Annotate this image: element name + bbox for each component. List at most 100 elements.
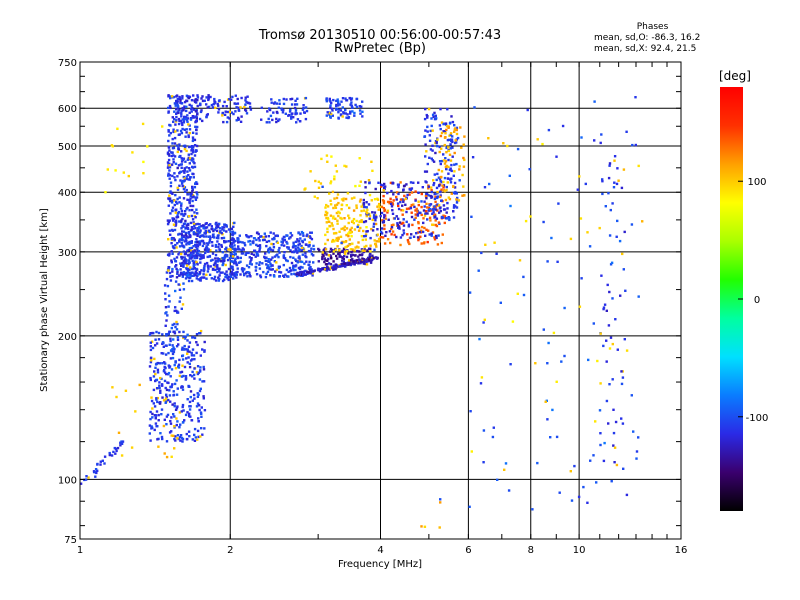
data-point bbox=[311, 272, 314, 275]
data-point bbox=[429, 209, 432, 212]
data-point bbox=[431, 113, 435, 116]
data-point bbox=[378, 205, 382, 209]
data-point bbox=[180, 115, 183, 118]
data-point bbox=[111, 386, 114, 389]
data-point bbox=[586, 231, 589, 234]
y-tick-label: 300 bbox=[58, 248, 77, 259]
data-point bbox=[160, 435, 164, 439]
data-point bbox=[341, 264, 345, 268]
data-point bbox=[183, 128, 186, 131]
data-point bbox=[184, 277, 188, 280]
data-point bbox=[453, 130, 456, 133]
data-point bbox=[187, 273, 190, 277]
data-point bbox=[159, 376, 162, 380]
data-point bbox=[182, 109, 185, 112]
data-point bbox=[181, 264, 185, 267]
data-point bbox=[156, 396, 159, 400]
data-point bbox=[188, 408, 192, 411]
data-point bbox=[182, 197, 186, 200]
data-point bbox=[383, 213, 386, 217]
data-point bbox=[171, 199, 174, 203]
data-point bbox=[209, 223, 212, 226]
data-point bbox=[592, 322, 595, 325]
data-point bbox=[224, 110, 227, 113]
data-point bbox=[605, 339, 608, 342]
data-point bbox=[331, 109, 334, 112]
data-point bbox=[172, 154, 175, 157]
data-point bbox=[171, 344, 174, 347]
data-point bbox=[580, 277, 583, 280]
data-point bbox=[187, 262, 190, 266]
data-point bbox=[346, 113, 349, 116]
data-point bbox=[241, 270, 245, 273]
data-point bbox=[276, 253, 279, 256]
data-point bbox=[360, 209, 363, 213]
data-point bbox=[189, 235, 192, 239]
data-point bbox=[612, 444, 615, 447]
data-point bbox=[187, 231, 191, 234]
data-point bbox=[351, 253, 354, 257]
data-point bbox=[188, 178, 191, 181]
data-point bbox=[442, 159, 446, 162]
data-point bbox=[168, 154, 171, 157]
data-point bbox=[298, 255, 301, 258]
data-point bbox=[305, 109, 309, 113]
data-point bbox=[182, 214, 185, 217]
data-point bbox=[451, 120, 455, 124]
data-point bbox=[186, 276, 189, 279]
data-point bbox=[266, 110, 269, 113]
data-point bbox=[376, 205, 379, 208]
data-point bbox=[196, 245, 200, 248]
data-point bbox=[310, 231, 313, 234]
data-point bbox=[180, 241, 183, 245]
data-point bbox=[360, 219, 363, 222]
data-point bbox=[509, 363, 512, 366]
data-point bbox=[381, 236, 385, 239]
data-point bbox=[203, 350, 206, 353]
data-point bbox=[294, 112, 297, 116]
data-point bbox=[223, 272, 227, 275]
data-point bbox=[194, 119, 198, 123]
data-point bbox=[176, 242, 179, 245]
data-point bbox=[435, 141, 438, 145]
data-point bbox=[196, 243, 199, 247]
data-point bbox=[440, 188, 443, 191]
data-point bbox=[173, 117, 176, 121]
data-point bbox=[269, 248, 273, 251]
data-point bbox=[338, 103, 341, 106]
data-point bbox=[168, 229, 171, 232]
data-point bbox=[294, 247, 297, 250]
data-point bbox=[217, 276, 220, 279]
data-point bbox=[433, 173, 436, 176]
data-point bbox=[340, 100, 343, 103]
data-point bbox=[364, 234, 367, 238]
data-point bbox=[154, 372, 157, 376]
data-point bbox=[295, 112, 299, 115]
data-point bbox=[325, 154, 329, 157]
data-point bbox=[175, 99, 178, 103]
data-point bbox=[188, 128, 192, 131]
data-point bbox=[161, 396, 164, 399]
data-point bbox=[378, 240, 381, 243]
data-point bbox=[172, 350, 175, 354]
data-point bbox=[191, 199, 194, 203]
data-point bbox=[440, 131, 444, 135]
data-point bbox=[115, 395, 118, 399]
data-point bbox=[165, 372, 168, 376]
data-point bbox=[278, 251, 281, 254]
data-point bbox=[207, 248, 210, 251]
data-point bbox=[198, 117, 202, 121]
data-point bbox=[444, 198, 448, 202]
data-point bbox=[192, 172, 195, 176]
data-point bbox=[225, 230, 228, 233]
data-point bbox=[193, 249, 197, 252]
data-point bbox=[195, 333, 199, 336]
data-point bbox=[185, 177, 189, 181]
data-point bbox=[290, 115, 293, 118]
data-point bbox=[222, 259, 226, 262]
data-point bbox=[248, 102, 252, 105]
data-point bbox=[390, 202, 393, 206]
data-point bbox=[131, 151, 134, 154]
data-point bbox=[218, 222, 221, 226]
data-point bbox=[429, 129, 432, 133]
